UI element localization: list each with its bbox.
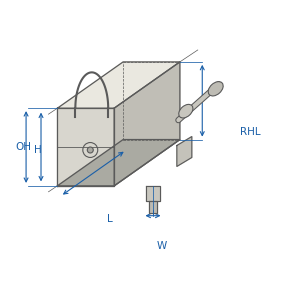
- Text: W: W: [157, 241, 167, 250]
- Polygon shape: [177, 136, 192, 166]
- Polygon shape: [146, 186, 160, 201]
- Text: H: H: [34, 145, 42, 155]
- Text: OH: OH: [15, 142, 31, 152]
- Polygon shape: [57, 62, 180, 108]
- Polygon shape: [114, 62, 180, 186]
- Ellipse shape: [208, 82, 223, 96]
- Ellipse shape: [179, 104, 193, 118]
- Polygon shape: [149, 201, 157, 213]
- Text: RHL: RHL: [240, 127, 260, 137]
- Text: L: L: [107, 214, 112, 224]
- Polygon shape: [57, 140, 180, 186]
- Circle shape: [87, 147, 93, 153]
- Polygon shape: [57, 108, 114, 186]
